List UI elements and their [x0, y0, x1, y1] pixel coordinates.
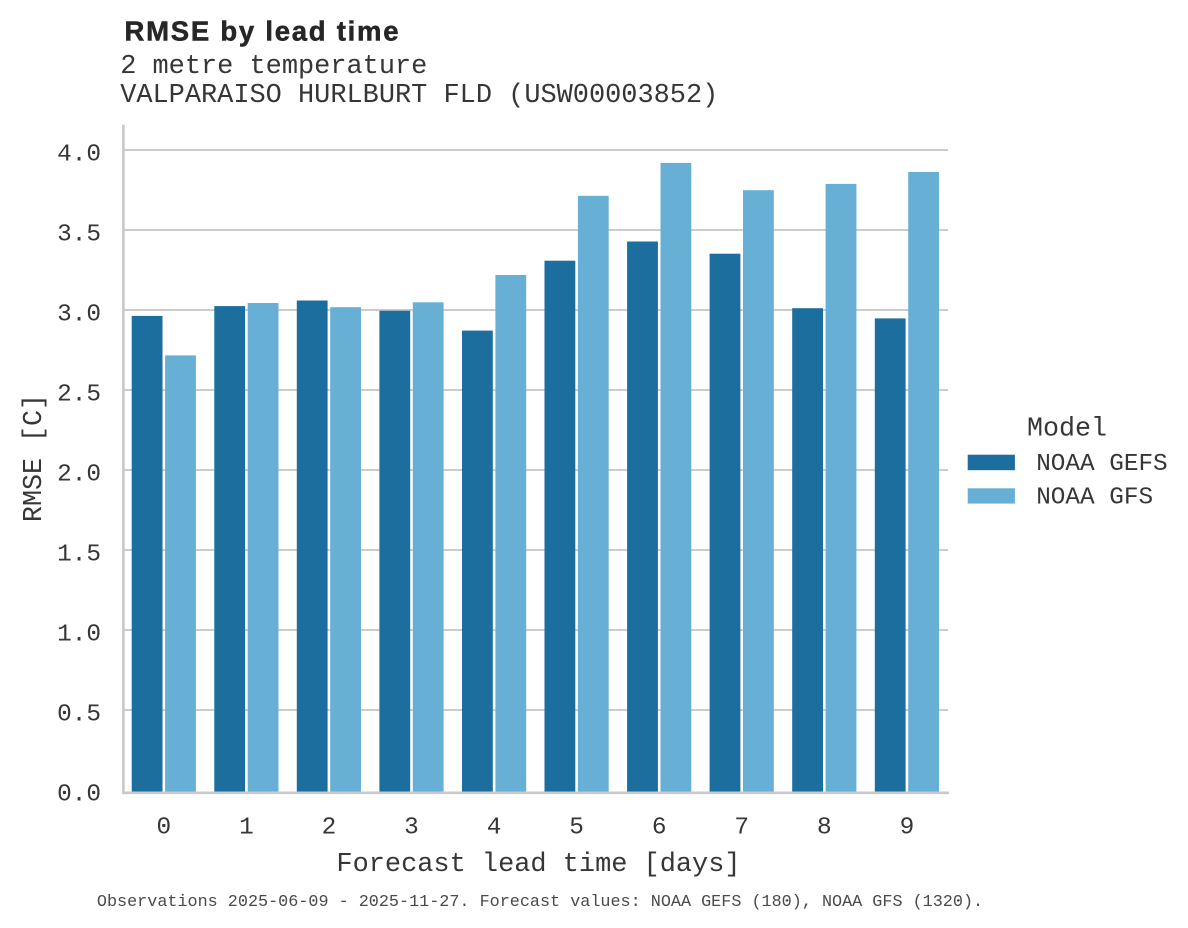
svg-text:1: 1 — [239, 815, 254, 842]
svg-text:2 metre temperature: 2 metre temperature — [120, 52, 427, 82]
svg-text:2.0: 2.0 — [57, 462, 101, 489]
svg-text:2: 2 — [322, 815, 337, 842]
svg-text:7: 7 — [734, 815, 749, 842]
svg-text:NOAA GEFS: NOAA GEFS — [1036, 451, 1167, 478]
svg-text:4: 4 — [487, 815, 502, 842]
svg-text:0.0: 0.0 — [57, 782, 101, 809]
svg-text:1.0: 1.0 — [57, 622, 101, 649]
svg-text:3.0: 3.0 — [57, 302, 101, 329]
svg-text:2.5: 2.5 — [57, 382, 101, 409]
svg-text:0.5: 0.5 — [57, 702, 101, 729]
svg-text:0: 0 — [156, 815, 171, 842]
svg-text:4.0: 4.0 — [57, 142, 101, 169]
svg-text:6: 6 — [652, 815, 667, 842]
svg-text:Forecast lead time [days]: Forecast lead time [days] — [336, 850, 740, 880]
svg-text:5: 5 — [569, 815, 584, 842]
svg-text:8: 8 — [817, 815, 832, 842]
svg-text:VALPARAISO HURLBURT FLD (USW00: VALPARAISO HURLBURT FLD (USW00003852) — [120, 81, 718, 111]
svg-text:3.5: 3.5 — [57, 222, 101, 249]
svg-text:NOAA GFS: NOAA GFS — [1036, 485, 1153, 512]
svg-text:9: 9 — [900, 815, 915, 842]
svg-text:1.5: 1.5 — [57, 542, 101, 569]
svg-text:Model: Model — [1027, 415, 1107, 445]
svg-text:RMSE by lead time: RMSE by lead time — [125, 15, 401, 46]
svg-text:RMSE [C]: RMSE [C] — [20, 394, 50, 522]
svg-text:Observations 2025-06-09 - 2025: Observations 2025-06-09 - 2025-11-27. Fo… — [97, 893, 983, 912]
svg-text:3: 3 — [404, 815, 419, 842]
